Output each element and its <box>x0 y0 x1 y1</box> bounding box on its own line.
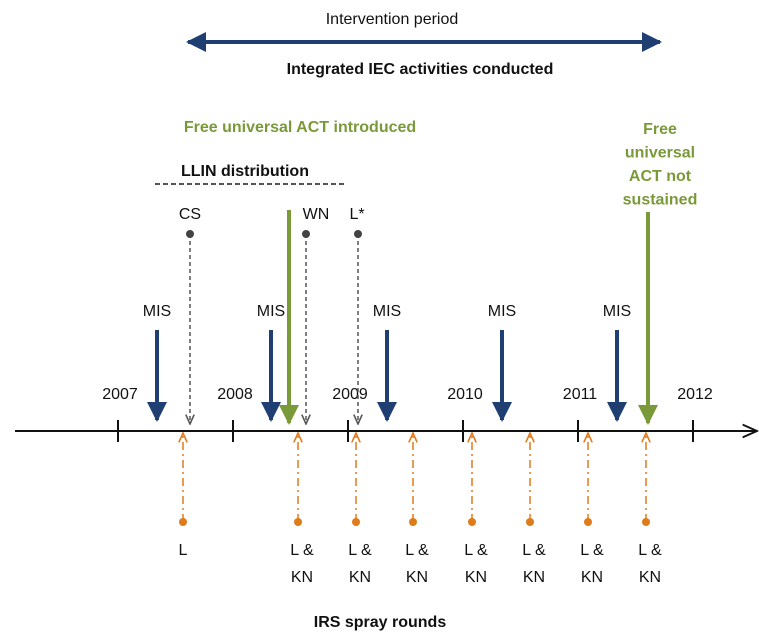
irs-round-label: L & <box>580 542 604 559</box>
llin-round-label: L* <box>349 206 364 223</box>
mis-label: MIS <box>603 303 631 320</box>
irs-dot <box>468 518 476 526</box>
year-label: 2008 <box>217 386 253 403</box>
llin-dot <box>354 230 362 238</box>
irs-dot <box>352 518 360 526</box>
irs-label: IRS spray rounds <box>314 614 447 631</box>
irs-dot <box>584 518 592 526</box>
llin-round-label: CS <box>179 206 201 223</box>
irs-round-label: KN <box>349 569 371 586</box>
irs-round-label: KN <box>581 569 603 586</box>
act-ended-label: sustained <box>623 192 698 209</box>
irs-round-label: KN <box>465 569 487 586</box>
irs-dot <box>642 518 650 526</box>
irs-round-label: KN <box>523 569 545 586</box>
act-ended-label: Free <box>643 121 677 138</box>
irs-round-label: KN <box>406 569 428 586</box>
year-label: 2009 <box>332 386 368 403</box>
irs-dot <box>526 518 534 526</box>
irs-round-label: L & <box>348 542 372 559</box>
irs-round-label: L & <box>638 542 662 559</box>
act-ended-label: ACT not <box>629 168 692 185</box>
act-introduced-label: Free universal ACT introduced <box>184 119 416 136</box>
mis-label: MIS <box>373 303 401 320</box>
intervention-label: Intervention period <box>326 11 459 28</box>
llin-dot <box>186 230 194 238</box>
irs-dot <box>294 518 302 526</box>
irs-round-label: L & <box>290 542 314 559</box>
act-ended-label: universal <box>625 145 695 162</box>
irs-round-label: L & <box>522 542 546 559</box>
activities-label: Integrated IEC activities conducted <box>287 61 554 78</box>
llin-round-label: WN <box>303 206 330 223</box>
irs-round-label: L <box>179 542 188 559</box>
llin-label: LLIN distribution <box>181 163 309 180</box>
year-label: 2010 <box>447 386 483 403</box>
year-label: 2012 <box>677 386 713 403</box>
irs-round-label: KN <box>639 569 661 586</box>
irs-round-label: L & <box>464 542 488 559</box>
llin-dot <box>302 230 310 238</box>
year-label: 2011 <box>563 386 598 403</box>
irs-round-label: L & <box>405 542 429 559</box>
mis-label: MIS <box>488 303 516 320</box>
irs-dot <box>179 518 187 526</box>
mis-label: MIS <box>143 303 171 320</box>
year-label: 2007 <box>102 386 138 403</box>
irs-dot <box>409 518 417 526</box>
mis-label: MIS <box>257 303 285 320</box>
irs-round-label: KN <box>291 569 313 586</box>
